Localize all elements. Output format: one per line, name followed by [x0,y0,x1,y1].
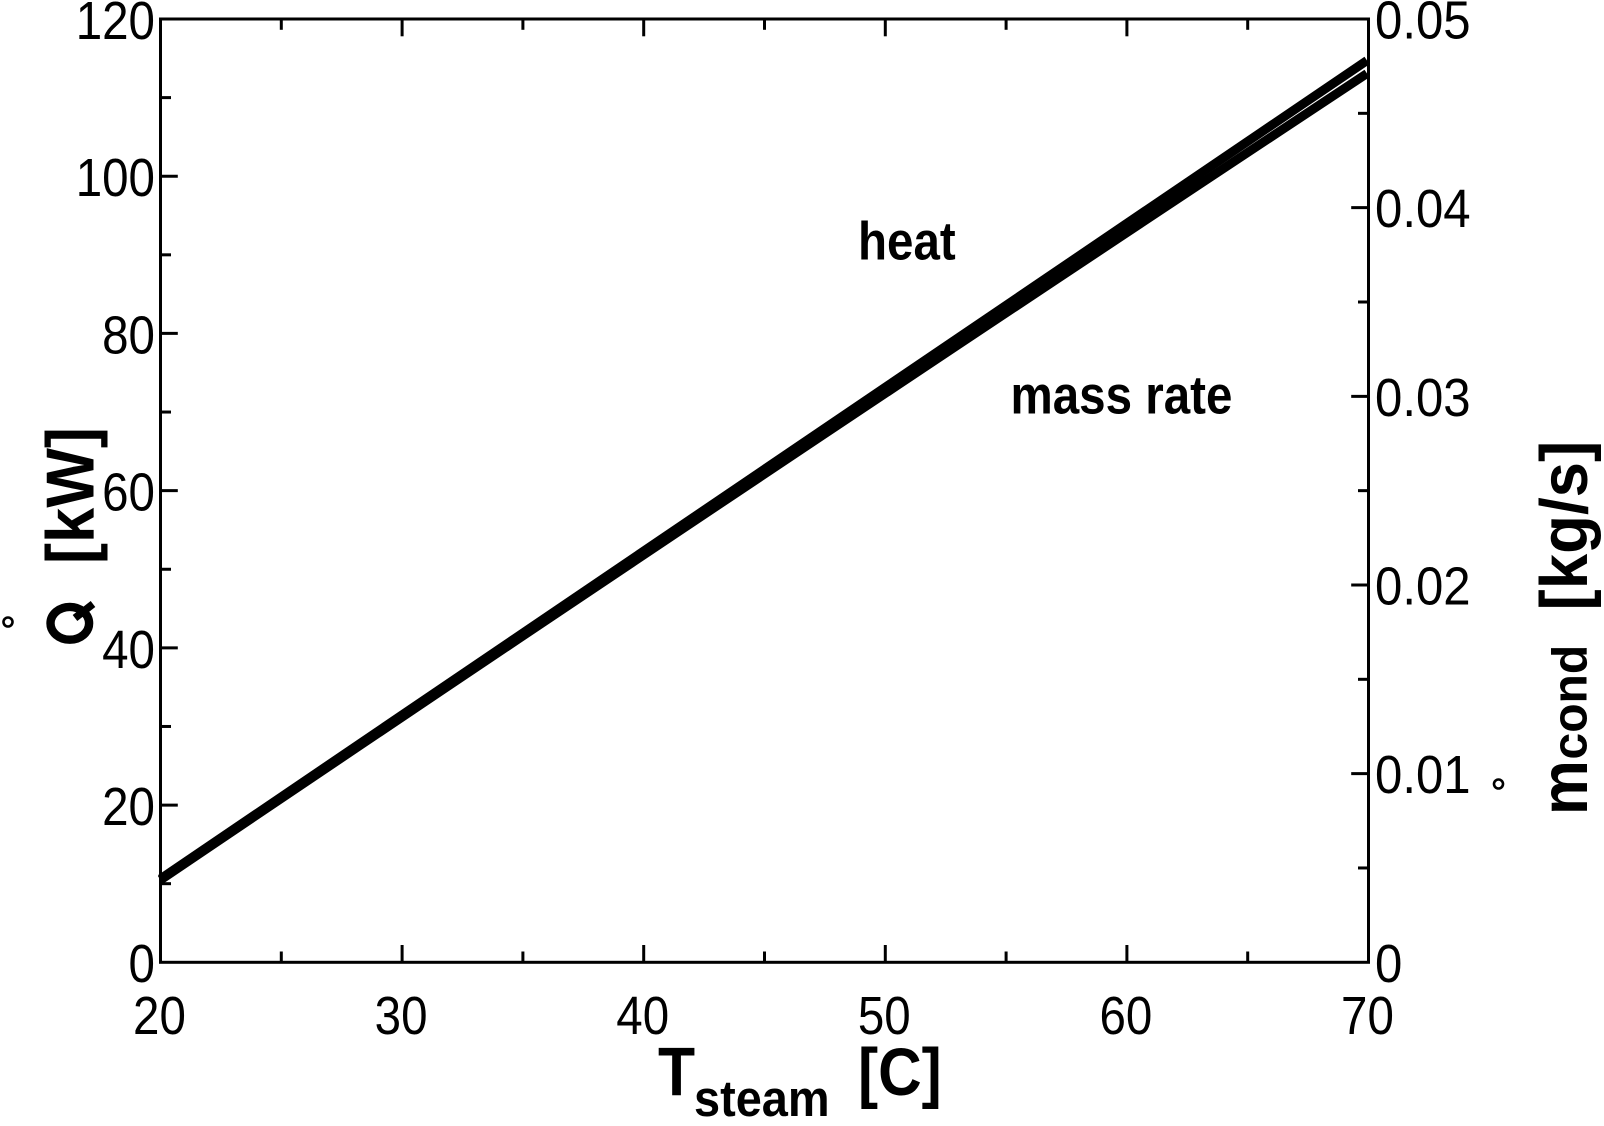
svg-text:0: 0 [129,933,155,994]
svg-text:20: 20 [102,776,155,837]
svg-text:m: m [1527,760,1602,815]
svg-text:40: 40 [102,619,155,680]
svg-text:0: 0 [1375,933,1402,994]
svg-text:heat: heat [858,211,956,272]
svg-text:[kW]: [kW] [32,427,108,564]
svg-text:80: 80 [102,304,155,365]
svg-text:50: 50 [858,985,911,1046]
svg-text:steam: steam [694,1071,830,1126]
svg-text:20: 20 [133,985,186,1046]
svg-text:0.03: 0.03 [1375,367,1471,428]
svg-text:[kg/s]: [kg/s] [1527,441,1602,611]
svg-text:[C]: [C] [858,1034,942,1110]
svg-text:0.01: 0.01 [1375,744,1471,805]
svg-text:T: T [658,1032,695,1110]
svg-text:mass rate: mass rate [1011,365,1233,426]
svg-text:0.04: 0.04 [1375,178,1471,239]
svg-text:60: 60 [102,462,155,523]
svg-text:0.05: 0.05 [1375,0,1471,50]
svg-text:cond: cond [1543,645,1598,760]
svg-text:30: 30 [375,985,428,1046]
svg-text:120: 120 [76,0,155,51]
svg-text:40: 40 [616,985,669,1046]
svg-text:70: 70 [1341,985,1394,1046]
svg-text:100: 100 [76,147,155,208]
svg-text:60: 60 [1099,985,1152,1046]
svg-text:0.02: 0.02 [1375,555,1471,616]
